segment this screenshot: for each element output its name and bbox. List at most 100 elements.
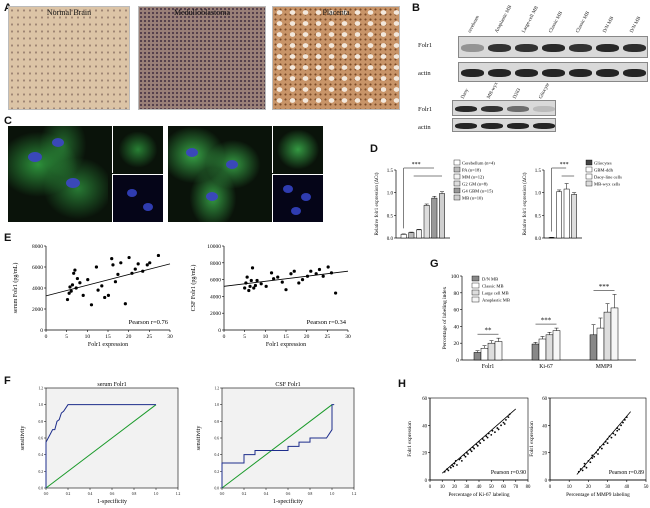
actin-band [623,68,646,78]
blot-lane-label: D/N MB [602,16,615,34]
actin-band [488,68,511,78]
folr1-band [507,105,529,113]
data-point [500,424,502,427]
legend-swatch [453,166,461,173]
y-tick-label: 1.5 [387,169,394,174]
data-point [497,428,500,431]
y-tick-label: 0 [218,328,221,334]
bar [610,307,619,361]
chart-f-right: CSF Folr1 0.0 0.2 0.4 0.6 0.8 1.0 1.2 0.0 0.2 0.4 0… [196,382,357,505]
data-point [620,424,622,427]
y-tick-label: 0 [425,479,428,484]
data-point [250,266,255,270]
blot-lane-label: Large-cell MB [521,5,540,35]
legend-swatch [585,173,593,180]
blot2-actin-membrane [452,118,556,132]
legend-swatch [471,275,480,282]
regression-line [223,270,349,287]
actin-band [507,122,529,130]
x-axis-label: Folr1 expression [266,342,306,348]
panel-label-e: E [4,232,12,244]
data-point [317,267,322,272]
legend-label: GBM-ddh [594,168,614,173]
y-tick-label: 0.0 [215,487,220,491]
chart-d-right: 0.0 0.5 1.0 1.5 Relative folr1 expression (Δ… [523,159,622,242]
data-point [581,469,584,472]
folr1-band [569,43,592,53]
bar [439,193,445,239]
panel-label-b: B [412,2,420,14]
data-point [297,281,301,285]
x-axis-label: 1-specificity [97,498,127,505]
data-point [103,295,107,300]
data-point [473,447,475,450]
y-tick-label: 0 [40,328,43,334]
y-axis-label: serum Folr1 (pg/mL) [12,263,19,314]
data-point [616,429,619,432]
actin-band [461,68,484,78]
data-point [583,462,586,465]
data-point [272,277,276,281]
data-point [119,261,123,265]
y-tick-label: 0.2 [215,470,220,474]
data-point [476,444,479,447]
bar [603,311,612,361]
y-tick-label: 0.0 [387,237,394,242]
legend-swatch [453,173,461,180]
legend-label: Classic MB [482,284,504,289]
roc-curve [221,404,335,488]
data-point [486,436,489,439]
folr1-band [542,43,565,53]
data-point [110,257,114,261]
x-tick-label: 10 [85,334,91,340]
roc-curve [45,404,156,488]
folr1-band [455,105,477,113]
bar [480,347,489,361]
data-point [81,293,85,297]
sig-label: *** [541,317,552,325]
bar [423,205,430,239]
y-tick-label: 8000 [210,261,221,267]
x-tick-label: 30 [167,334,173,340]
y-tick-label: 0.5 [387,214,394,219]
folr1-band [623,43,646,53]
blot1-folr1-membrane [458,36,648,58]
panel-label-f: F [4,375,11,387]
y-tick-label: 60 [422,397,427,402]
chart-h-right: 0 10 20 30 40 50 0 20 40 60 Percentage of MMP9 lab… [529,397,649,498]
x-tick-label: 1.2 [352,492,357,496]
blot2-row-folr1: Folr1 [418,106,433,113]
data-point [280,280,284,284]
y-tick-label: 80 [454,291,460,297]
blot1-row-actin: actin [418,70,431,77]
if-image-right [168,126,323,222]
y-tick-label: 100 [451,274,460,280]
y-axis-label: Percentage of labeling index [441,286,448,349]
image-title-placenta: Placenta [322,8,350,17]
x-tick-label: 10 [440,485,445,490]
data-point [252,286,256,290]
data-point [96,288,100,292]
data-point [507,416,510,419]
data-point [69,289,73,293]
x-tick-label: 70 [513,485,518,490]
x-tick-label: 30 [464,485,469,490]
bar [552,330,561,361]
y-tick-label: 0.0 [39,487,44,491]
x-tick-label: 60 [501,485,506,490]
actin-band [596,68,619,78]
x-tick-label: 30 [605,485,610,490]
sig-label: *** [412,162,421,168]
x-tick-label: 50 [489,485,494,490]
pearson-label: Pearson r=0.34 [307,319,347,326]
x-tick-label: 0.2 [242,492,247,496]
x-tick-label: 40 [624,485,629,490]
blot-lane-label: D283 [512,87,523,100]
bar [563,188,570,239]
bar [431,197,438,239]
y-tick-label: 4000 [210,294,221,300]
actin-band [533,122,555,130]
legend-label: PA (n=18) [462,168,481,173]
y-tick-label: 4000 [32,286,43,292]
x-tick-label: 10 [567,485,572,490]
